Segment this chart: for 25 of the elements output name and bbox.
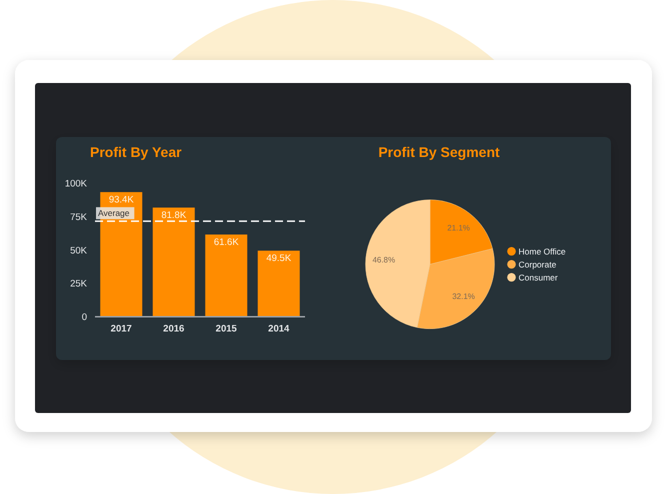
legend-label: Home Office [518, 246, 566, 256]
bar [258, 250, 300, 317]
y-tick-label: 0 [82, 312, 87, 324]
y-tick-label: 75K [70, 212, 88, 223]
data-label: 61.6K [214, 237, 240, 248]
y-tick-label: 50K [70, 245, 88, 256]
ref-line-label: Average [98, 208, 130, 218]
data-label: 93.4K [108, 194, 134, 206]
data-label: 46.8% [372, 255, 396, 264]
chart-title: Profit By Year [90, 144, 182, 160]
x-tick-label: 2015 [216, 324, 238, 335]
x-tick-label: 2014 [268, 324, 290, 335]
data-label: 49.5K [266, 253, 292, 264]
bar [205, 234, 248, 317]
bar [152, 208, 195, 317]
y-tick-label: 100K [64, 178, 88, 190]
x-tick-label: 2017 [110, 324, 132, 335]
legend-label: Corporate [518, 259, 557, 270]
data-label: 32.1% [452, 292, 475, 302]
x-tick-label: 2016 [163, 324, 184, 335]
data-label: 21.1% [447, 223, 470, 232]
chart-title: Profit By Segment [378, 144, 500, 160]
legend-label: Consumer [518, 272, 558, 282]
y-tick-label: 25K [70, 278, 88, 290]
data-label: 81.8K [161, 210, 187, 222]
